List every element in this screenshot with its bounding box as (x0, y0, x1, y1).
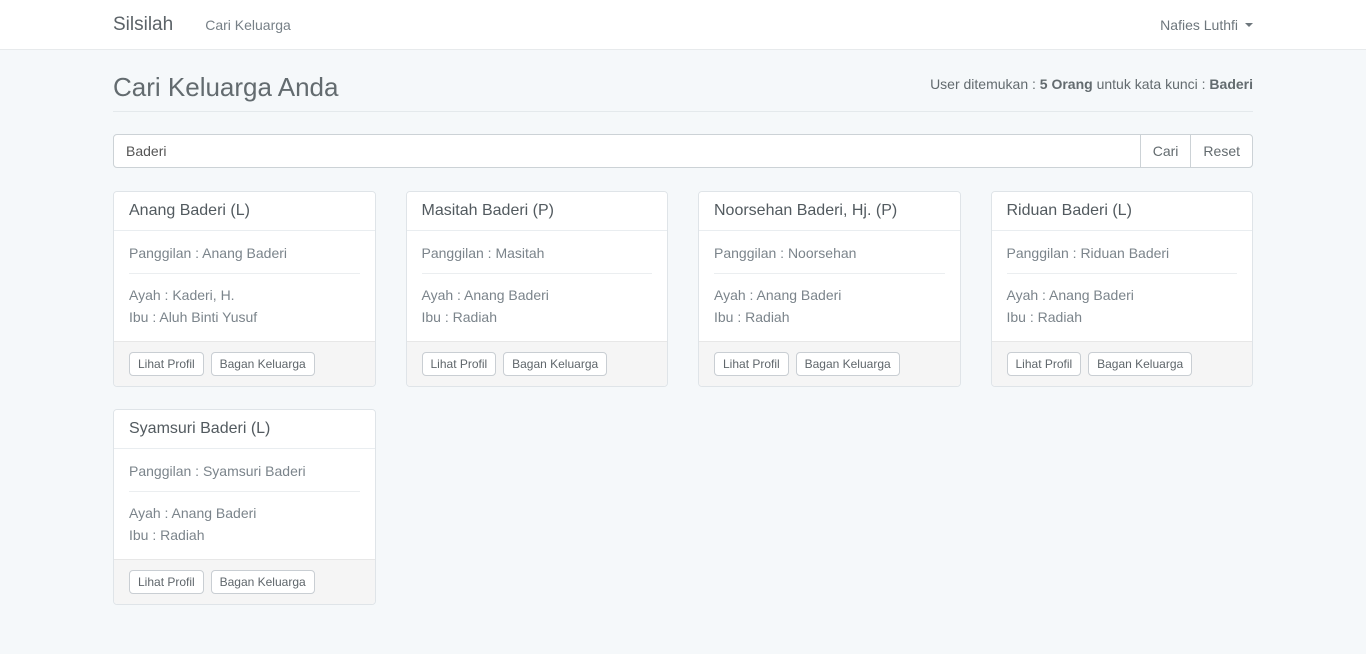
lihat-profil-button[interactable]: Lihat Profil (421, 352, 497, 376)
person-card-title: Syamsuri Baderi (L) (114, 410, 375, 449)
person-ayah: Ayah : Anang Baderi (1006, 287, 1134, 303)
bagan-keluarga-button[interactable]: Bagan Keluarga (1088, 352, 1193, 376)
page-title: Cari Keluarga Anda (113, 72, 339, 102)
navbar-container: Silsilah Cari Keluarga Nafies Luthfi (113, 0, 1253, 49)
person-ayah: Ayah : Anang Baderi (129, 505, 257, 521)
person-ibu: Ibu : Radiah (1006, 309, 1083, 325)
lihat-profil-button[interactable]: Lihat Profil (129, 352, 204, 376)
divider (421, 273, 652, 274)
person-card-footer: Lihat Profil Bagan Keluarga (114, 559, 375, 604)
results-grid: Anang Baderi (L) Panggilan : Anang Bader… (113, 191, 1253, 645)
divider (129, 491, 360, 492)
person-card: Syamsuri Baderi (L) Panggilan : Syamsuri… (113, 409, 376, 605)
person-ayah: Ayah : Anang Baderi (714, 287, 842, 303)
person-card-footer: Lihat Profil Bagan Keluarga (114, 341, 375, 386)
person-ibu: Ibu : Radiah (714, 309, 790, 325)
caret-down-icon (1245, 22, 1253, 27)
person-card: Riduan Baderi (L) Panggilan : Riduan Bad… (990, 191, 1253, 387)
person-ibu: Ibu : Radiah (129, 527, 205, 543)
person-card: Masitah Baderi (P) Panggilan : Masitah A… (405, 191, 668, 387)
search-input[interactable] (113, 134, 1141, 168)
person-ibu: Ibu : Radiah (421, 309, 498, 325)
person-panggilan: Panggilan : Syamsuri Baderi (129, 463, 306, 479)
person-card-title: Riduan Baderi (L) (991, 192, 1252, 231)
person-card-body: Panggilan : Syamsuri Baderi Ayah : Anang… (114, 449, 375, 559)
person-card-footer: Lihat Profil Bagan Keluarga (406, 341, 667, 386)
person-card-footer: Lihat Profil Bagan Keluarga (991, 341, 1252, 386)
person-card-body: Panggilan : Riduan Baderi Ayah : Anang B… (992, 231, 1253, 341)
bagan-keluarga-button[interactable]: Bagan Keluarga (503, 352, 608, 376)
user-name-label: Nafies Luthfi (1160, 16, 1238, 33)
divider (1006, 273, 1237, 274)
result-prefix: User ditemukan : (930, 76, 1040, 92)
user-dropdown-toggle[interactable]: Nafies Luthfi (1160, 17, 1253, 33)
person-card-title: Noorsehan Baderi, Hj. (P) (699, 192, 960, 231)
lihat-profil-button[interactable]: Lihat Profil (1006, 352, 1082, 376)
result-summary: User ditemukan : 5 Orang untuk kata kunc… (930, 76, 1253, 92)
person-card-body: Panggilan : Noorsehan Ayah : Anang Bader… (699, 231, 960, 341)
person-card: Noorsehan Baderi, Hj. (P) Panggilan : No… (698, 191, 961, 387)
result-count: 5 Orang (1039, 76, 1093, 92)
person-panggilan: Panggilan : Noorsehan (714, 245, 857, 261)
bagan-keluarga-button[interactable]: Bagan Keluarga (210, 570, 315, 594)
person-ayah: Ayah : Anang Baderi (421, 287, 549, 303)
cari-button[interactable]: Cari (1139, 134, 1192, 168)
main-content: Cari Keluarga Anda User ditemukan : 5 Or… (113, 72, 1253, 645)
bagan-keluarga-button[interactable]: Bagan Keluarga (210, 352, 315, 376)
nav-item-cari-keluarga[interactable]: Cari Keluarga (205, 16, 291, 33)
person-card-body: Panggilan : Anang Baderi Ayah : Kaderi, … (114, 231, 375, 341)
navbar: Silsilah Cari Keluarga Nafies Luthfi (0, 0, 1366, 50)
person-ibu: Ibu : Aluh Binti Yusuf (129, 309, 258, 325)
lihat-profil-button[interactable]: Lihat Profil (714, 352, 789, 376)
divider (129, 273, 360, 274)
person-ayah: Ayah : Kaderi, H. (129, 287, 235, 303)
bagan-keluarga-button[interactable]: Bagan Keluarga (795, 352, 900, 376)
search-form: Cari Reset (113, 134, 1253, 168)
result-middle: untuk kata kunci : (1092, 76, 1210, 92)
lihat-profil-button[interactable]: Lihat Profil (129, 570, 204, 594)
person-panggilan: Panggilan : Riduan Baderi (1006, 245, 1170, 261)
person-card: Anang Baderi (L) Panggilan : Anang Bader… (113, 191, 376, 387)
result-keyword: Baderi (1209, 76, 1253, 92)
divider (714, 273, 945, 274)
person-card-title: Anang Baderi (L) (114, 192, 375, 231)
reset-button[interactable]: Reset (1190, 134, 1253, 168)
brand-link[interactable]: Silsilah (113, 13, 174, 35)
person-panggilan: Panggilan : Masitah (421, 245, 545, 261)
person-card-body: Panggilan : Masitah Ayah : Anang Baderi … (407, 231, 668, 341)
person-card-title: Masitah Baderi (P) (406, 192, 667, 231)
page-header: Cari Keluarga Anda User ditemukan : 5 Or… (113, 72, 1253, 112)
person-panggilan: Panggilan : Anang Baderi (129, 245, 288, 261)
person-card-footer: Lihat Profil Bagan Keluarga (699, 341, 960, 386)
